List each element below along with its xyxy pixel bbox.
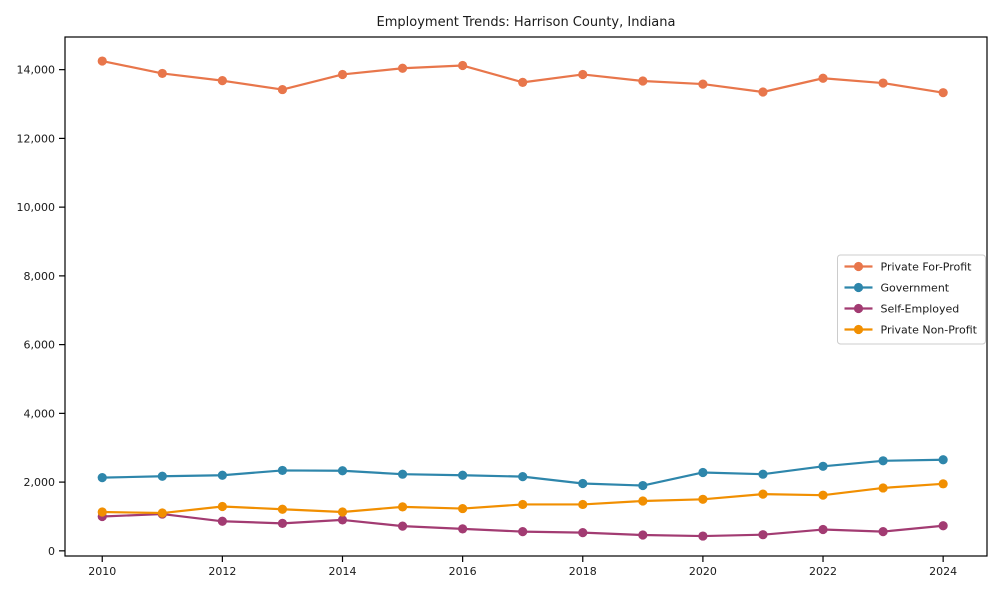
chart-title: Employment Trends: Harrison County, Indi… <box>377 15 676 30</box>
data-point <box>638 496 648 506</box>
data-point <box>337 69 348 80</box>
data-point <box>938 479 948 489</box>
data-point <box>337 507 348 517</box>
data-point <box>698 467 708 478</box>
data-point <box>157 508 167 518</box>
y-tick-label: 8,000 <box>24 270 56 283</box>
data-point <box>878 456 888 466</box>
data-point <box>578 69 588 80</box>
data-point <box>217 516 227 526</box>
data-point <box>818 490 828 500</box>
data-point <box>458 503 468 514</box>
data-point <box>397 502 408 512</box>
data-point <box>878 483 888 493</box>
data-point <box>638 76 648 86</box>
data-point <box>97 473 107 483</box>
data-point <box>337 515 348 525</box>
data-point <box>277 84 288 95</box>
data-point <box>277 465 288 476</box>
data-point <box>277 504 288 514</box>
data-point <box>337 466 348 476</box>
data-point <box>97 56 107 66</box>
legend-box <box>837 254 986 345</box>
x-tick-label: 2022 <box>809 565 837 578</box>
legend-marker <box>853 324 864 335</box>
data-point <box>938 521 948 531</box>
y-tick-label: 0 <box>48 545 55 558</box>
data-point <box>938 88 948 98</box>
data-point <box>458 470 468 480</box>
data-point <box>698 494 708 504</box>
y-tick-label: 10,000 <box>17 201 56 214</box>
data-point <box>518 499 528 510</box>
data-point <box>638 530 648 540</box>
y-tick-label: 4,000 <box>24 407 56 420</box>
data-point <box>277 518 288 528</box>
y-tick-label: 14,000 <box>17 64 56 77</box>
data-point <box>578 478 588 489</box>
data-point <box>217 76 227 86</box>
data-point <box>397 521 408 531</box>
data-point <box>518 472 528 482</box>
data-point <box>217 501 227 512</box>
x-tick-label: 2014 <box>329 565 357 578</box>
data-point <box>217 470 227 480</box>
data-point <box>157 471 167 481</box>
legend-label: Self-Employed <box>881 303 960 316</box>
data-point <box>397 63 408 73</box>
legend-marker <box>853 303 864 314</box>
series-line-private-for-profit <box>101 59 945 94</box>
data-point <box>157 68 167 79</box>
data-point <box>698 79 708 89</box>
data-point <box>758 530 768 540</box>
data-point <box>397 469 408 479</box>
data-point <box>458 60 468 71</box>
data-point <box>758 469 768 479</box>
legend: Private For-Profit Government Self-Employe… <box>837 254 986 345</box>
data-point <box>458 524 468 534</box>
legend-label: Government <box>881 282 950 295</box>
data-point <box>878 78 888 88</box>
data-point <box>97 507 107 517</box>
legend-marker <box>853 282 864 293</box>
data-point <box>818 461 828 471</box>
x-tick-label: 2010 <box>88 565 116 578</box>
x-tick-label: 2018 <box>569 565 597 578</box>
data-point <box>818 524 828 535</box>
data-point <box>518 526 528 537</box>
data-point <box>578 528 588 538</box>
legend-label: Private Non-Profit <box>881 324 978 337</box>
x-tick-label: 2020 <box>689 565 717 578</box>
data-point <box>758 87 768 97</box>
x-tick-label: 2012 <box>208 565 236 578</box>
data-point <box>638 480 648 491</box>
plot-border <box>64 36 988 557</box>
data-point <box>878 526 888 537</box>
axes: 2010 2012 2014 2016 2018 2020 2022 2024 0 2,000 4,… <box>17 36 988 578</box>
x-tick-label: 2024 <box>929 565 957 578</box>
legend-label: Private For-Profit <box>881 261 973 274</box>
data-point <box>698 531 708 541</box>
y-tick-label: 2,000 <box>24 476 56 489</box>
y-tick-label: 12,000 <box>17 132 56 145</box>
data-point <box>758 489 768 499</box>
data-series <box>97 56 948 541</box>
y-tick-label: 6,000 <box>24 339 56 352</box>
legend-marker <box>853 261 864 272</box>
x-tick-label: 2016 <box>449 565 477 578</box>
data-point <box>518 77 528 87</box>
data-point <box>818 73 828 83</box>
data-point <box>578 499 588 510</box>
data-point <box>938 455 948 465</box>
